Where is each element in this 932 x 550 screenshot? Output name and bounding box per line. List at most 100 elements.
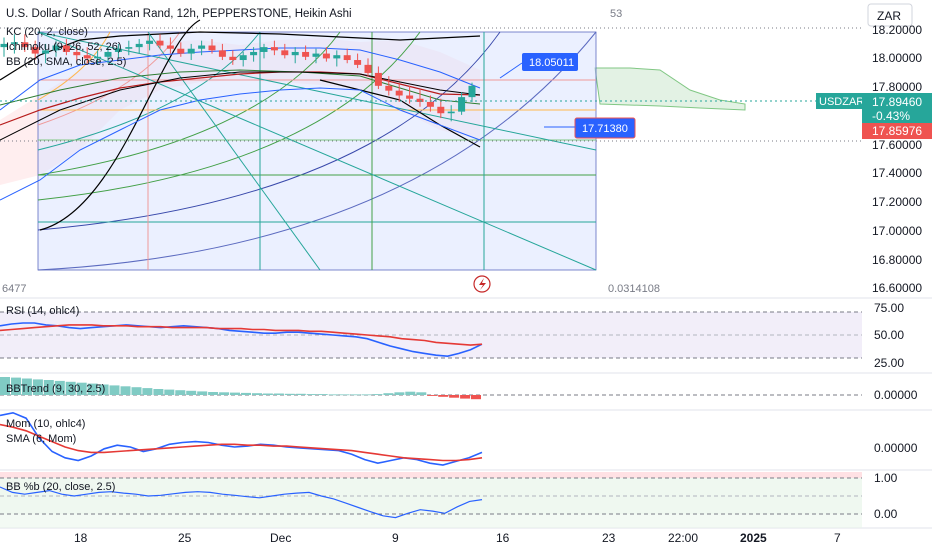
candle-body bbox=[31, 47, 39, 54]
right-value: 0.0314108 bbox=[608, 283, 660, 295]
price-pane: U.S. Dollar / South African Rand, 12h, P… bbox=[0, 8, 932, 295]
bands bbox=[0, 19, 481, 231]
candles bbox=[0, 34, 476, 122]
bbtrend-bar bbox=[394, 392, 405, 395]
price-tick: 17.80000 bbox=[872, 80, 922, 94]
indicator-ichimoku[interactable]: Ichimoku (9, 26, 52, 26) bbox=[6, 41, 122, 53]
candle-body bbox=[374, 72, 382, 86]
bbtrend-bar bbox=[43, 380, 54, 395]
bbtrend-bar bbox=[230, 392, 240, 395]
candle-body bbox=[156, 40, 164, 46]
bbtrend-bar bbox=[350, 394, 361, 396]
flash-icon-glyph bbox=[479, 278, 486, 290]
bbtrend-bar bbox=[76, 382, 87, 395]
bbtrend-bar bbox=[339, 394, 350, 396]
candle-body bbox=[458, 97, 466, 112]
bbtrend-bar bbox=[186, 390, 197, 395]
candle-body bbox=[406, 95, 414, 99]
time-tick: 25 bbox=[178, 531, 192, 545]
bbtrend-bar bbox=[372, 394, 383, 395]
price-axis[interactable]: ZAR 18.20000 18.00000 17.80000 17.60000 … bbox=[816, 0, 932, 550]
bbtrend-bar bbox=[383, 393, 394, 395]
candle-body bbox=[52, 45, 60, 51]
rsi-tick: 50.00 bbox=[874, 328, 904, 342]
candle-body bbox=[302, 51, 310, 57]
bbtrend-bar bbox=[262, 393, 273, 395]
ichimoku-cloud bbox=[594, 67, 746, 111]
candle-body bbox=[208, 45, 216, 51]
rsi-label[interactable]: RSI (14, ohlc4) bbox=[6, 305, 79, 317]
candle-body bbox=[291, 51, 299, 56]
bbtrend-bar bbox=[284, 393, 295, 395]
mom-label[interactable]: Mom (10, ohlc4) bbox=[6, 418, 85, 430]
bbtrend-bar bbox=[142, 388, 153, 395]
currency-button[interactable] bbox=[867, 3, 913, 27]
candle-body bbox=[260, 47, 268, 52]
time-tick: Dec bbox=[270, 531, 291, 545]
bbtrend-bars bbox=[0, 377, 481, 400]
bbpb-tick: 1.00 bbox=[874, 471, 898, 485]
symbol-tag-label: USDZAR bbox=[819, 96, 864, 108]
bbtrend-bar bbox=[460, 395, 471, 399]
bbtrend-bar bbox=[438, 395, 449, 397]
bbtrend-bar bbox=[197, 391, 208, 395]
candle-body bbox=[198, 45, 206, 49]
candle-body bbox=[114, 48, 122, 52]
level-high-connector bbox=[499, 62, 523, 79]
indicator-bb[interactable]: BB (20, SMA, close, 2.5) bbox=[6, 56, 126, 68]
candle-body bbox=[125, 47, 133, 49]
bbtrend-bar bbox=[98, 384, 109, 395]
bbtrend-bar bbox=[208, 392, 219, 395]
price-tick: 18.20000 bbox=[872, 23, 922, 37]
bbtrend-bar bbox=[164, 389, 175, 395]
bbtrend-label[interactable]: BBTrend (9, 30, 2.5) bbox=[6, 383, 105, 395]
bbtrend-bar bbox=[32, 379, 43, 395]
price-tick: 16.80000 bbox=[872, 253, 922, 267]
candle-body bbox=[364, 64, 372, 73]
mom-sma-line bbox=[0, 423, 483, 462]
candle-body bbox=[468, 85, 476, 98]
candle-body bbox=[322, 53, 330, 59]
bbtrend-bar bbox=[54, 380, 65, 395]
indicator-kc[interactable]: KC (20, 2, close) bbox=[6, 26, 88, 38]
candle-body bbox=[62, 45, 70, 52]
bbtrend-bar bbox=[65, 381, 76, 395]
time-tick: 18 bbox=[74, 531, 88, 545]
rsi-pane: RSI (14, ohlc4) 75.00 50.00 25.00 bbox=[0, 301, 904, 370]
candle-body bbox=[218, 50, 226, 57]
bbtrend-bar bbox=[0, 377, 10, 395]
rsi-tick: 25.00 bbox=[874, 356, 904, 370]
bbpb-label[interactable]: BB %b (20, close, 2.5) bbox=[6, 481, 115, 493]
price-tick: 18.00000 bbox=[872, 51, 922, 65]
bbtrend-bar bbox=[219, 392, 230, 395]
candle-body bbox=[270, 47, 278, 51]
bbtrend-bar bbox=[252, 393, 262, 395]
second-price-tag bbox=[862, 123, 932, 139]
mom-pane: Mom (10, ohlc4) SMA (6, Mom) 0.00000 bbox=[0, 411, 918, 466]
bbpb-pane: BB %b (20, close, 2.5) 1.00 0.00 bbox=[0, 471, 898, 528]
rsi-line bbox=[0, 322, 483, 358]
currency-button-label: ZAR bbox=[877, 9, 901, 23]
candle-body bbox=[177, 48, 185, 54]
level-low-value: 17.71380 bbox=[582, 123, 628, 135]
time-tick: 9 bbox=[392, 531, 399, 545]
level-high-value: 18.05011 bbox=[529, 57, 574, 69]
time-tick: 22:00 bbox=[668, 531, 698, 545]
candle-body bbox=[385, 85, 393, 91]
candle-body bbox=[42, 50, 50, 54]
candle-body bbox=[0, 43, 8, 48]
time-axis[interactable]: 18 25 Dec 9 16 23 22:00 2025 7 bbox=[74, 531, 841, 545]
mom-sma-label[interactable]: SMA (6, Mom) bbox=[6, 433, 76, 445]
candle-body bbox=[229, 56, 237, 61]
bbtrend-bar bbox=[11, 377, 21, 395]
mom-tick: 0.00000 bbox=[874, 441, 918, 455]
fib-grid bbox=[37, 31, 597, 271]
price-tick: 17.40000 bbox=[872, 166, 922, 180]
level-low-tag[interactable] bbox=[574, 117, 636, 139]
symbol-tag bbox=[816, 93, 862, 109]
level-high-tag[interactable] bbox=[522, 53, 578, 71]
candle-body bbox=[343, 55, 351, 61]
price-tick: 17.20000 bbox=[872, 195, 922, 209]
bbtrend-bar bbox=[317, 394, 328, 395]
